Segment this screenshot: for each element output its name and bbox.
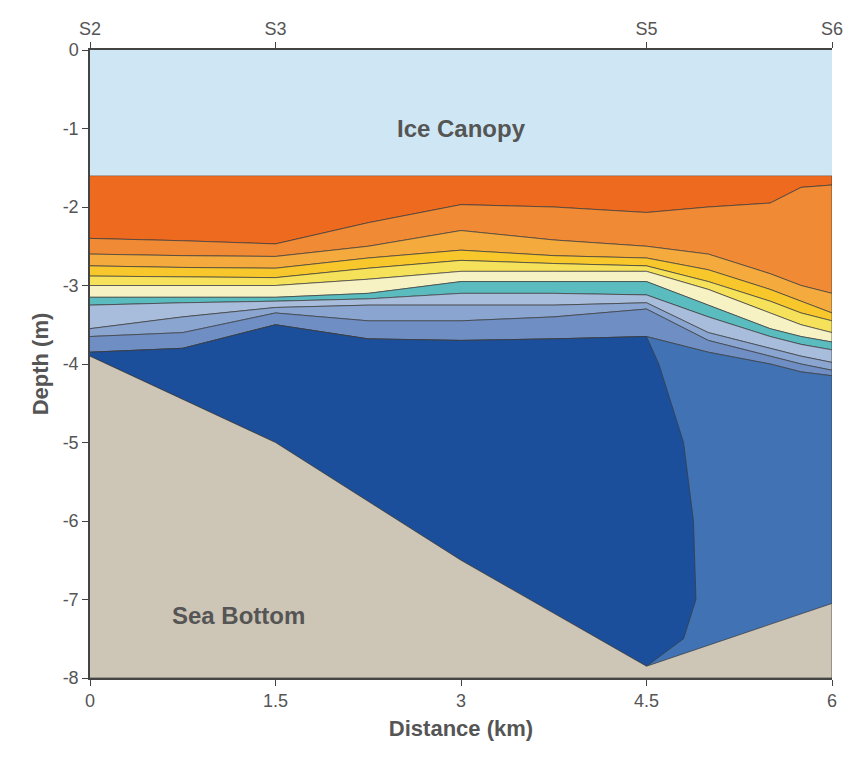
svg-text:-5: -5	[63, 433, 79, 453]
svg-text:S3: S3	[264, 19, 286, 39]
svg-text:Ice Canopy: Ice Canopy	[397, 115, 526, 142]
svg-text:-7: -7	[63, 590, 79, 610]
svg-text:-8: -8	[63, 668, 79, 688]
svg-text:3: 3	[456, 691, 466, 711]
svg-text:S6: S6	[821, 19, 843, 39]
svg-text:Distance (km): Distance (km)	[389, 716, 533, 741]
svg-text:Depth (m): Depth (m)	[28, 313, 53, 416]
svg-text:-1: -1	[63, 119, 79, 139]
svg-text:1.5: 1.5	[263, 691, 288, 711]
svg-text:-2: -2	[63, 197, 79, 217]
svg-text:0: 0	[69, 40, 79, 60]
svg-text:6: 6	[827, 691, 837, 711]
svg-text:-4: -4	[63, 354, 79, 374]
svg-text:Sea Bottom: Sea Bottom	[172, 602, 305, 629]
svg-text:S2: S2	[79, 19, 101, 39]
svg-text:4.5: 4.5	[634, 691, 659, 711]
svg-text:0: 0	[85, 691, 95, 711]
svg-text:-3: -3	[63, 276, 79, 296]
svg-text:S5: S5	[635, 19, 657, 39]
svg-text:-6: -6	[63, 511, 79, 531]
